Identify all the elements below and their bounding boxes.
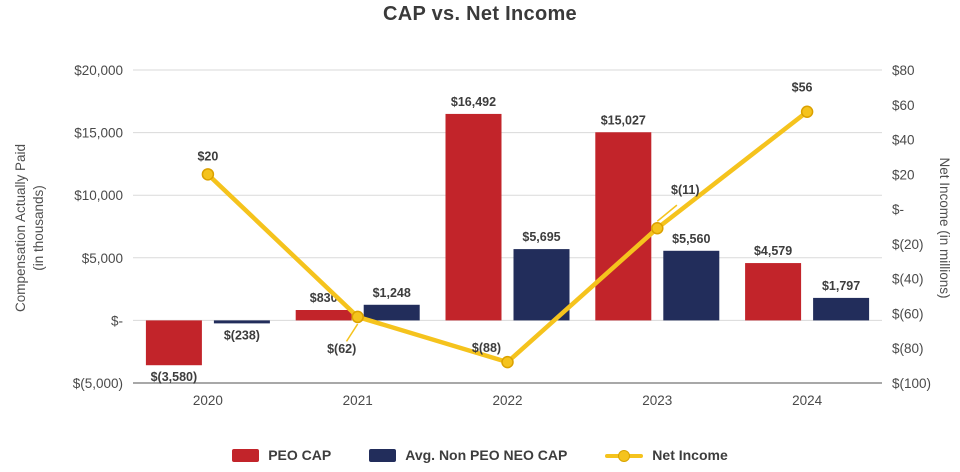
peo-cap-swatch xyxy=(232,448,260,462)
right-axis-title: Net Income (in millions) xyxy=(937,157,953,299)
x-axis-label: 2021 xyxy=(343,393,373,408)
non-peo-neo-cap-swatch xyxy=(369,448,397,462)
label-leader-line xyxy=(656,204,678,222)
net-income-marker-2022 xyxy=(501,355,514,369)
net-income-marker-2021 xyxy=(351,310,364,324)
right-axis-tick-label: $(80) xyxy=(892,341,924,356)
bar-value-label: $(3,580) xyxy=(151,370,198,384)
right-axis-tick-label: $60 xyxy=(892,98,915,113)
bar-value-label: $1,797 xyxy=(822,279,860,293)
net-income-value-label: $(11) xyxy=(671,183,700,197)
left-axis-tick-label: $(5,000) xyxy=(73,376,123,391)
bar-non-peo-neo-cap-2021 xyxy=(363,304,420,321)
left-axis-tick-label: $15,000 xyxy=(74,126,123,141)
bar-peo-cap-2023 xyxy=(595,132,652,321)
net-income-value-label: $20 xyxy=(197,149,218,163)
net-income-marker-2020 xyxy=(201,168,215,181)
x-axis-label: 2022 xyxy=(492,393,522,408)
x-axis-label: 2024 xyxy=(792,393,823,408)
left-axis-tick-label: $10,000 xyxy=(74,188,123,203)
chart-title: CAP vs. Net Income xyxy=(383,3,577,25)
net-income-swatch xyxy=(605,449,644,462)
legend-item-peo-cap: PEO CAP xyxy=(232,447,331,463)
bar-peo-cap-2024 xyxy=(745,263,802,321)
bar-value-label: $4,579 xyxy=(754,244,792,258)
net-income-marker-swatch xyxy=(618,449,631,462)
right-axis-tick-label: $(60) xyxy=(892,306,924,321)
right-axis-tick-label: $20 xyxy=(892,167,915,182)
legend-item-net-income: Net Income xyxy=(605,447,728,463)
bar-peo-cap-2021 xyxy=(295,310,352,321)
net-income-legend-label: Net Income xyxy=(652,447,728,463)
bar-non-peo-neo-cap-2020 xyxy=(213,320,270,324)
non-peo-neo-cap-legend-label: Avg. Non PEO NEO CAP xyxy=(405,447,568,463)
left-axis-tick-label: $20,000 xyxy=(74,63,123,78)
bar-peo-cap-2020 xyxy=(145,320,202,366)
net-income-value-label: $(62) xyxy=(327,342,356,356)
net-income-line xyxy=(205,109,810,365)
right-axis-tick-label: $40 xyxy=(892,133,915,148)
bar-value-label: $16,492 xyxy=(451,95,496,109)
right-axis-tick-label: $(40) xyxy=(892,272,924,287)
left-axis-tick-label: $5,000 xyxy=(82,251,123,266)
label-leader-line xyxy=(345,323,359,342)
right-axis-tick-label: $80 xyxy=(892,63,915,78)
plot-area: $20,000 $15,000 $10,000 $5,000 $- $(5,000) $80… xyxy=(73,63,931,408)
bar-value-label: $15,027 xyxy=(601,113,646,127)
bar-value-label: $1,248 xyxy=(373,286,411,300)
left-axis-tick-label: $- xyxy=(111,313,123,328)
net-income-value-label: $(88) xyxy=(472,341,501,355)
legend: PEO CAP Avg. Non PEO NEO CAP Net Income xyxy=(0,447,960,463)
right-axis-tick-label: $(100) xyxy=(892,376,931,391)
x-axis-label: 2023 xyxy=(642,393,672,408)
net-income-marker-2024 xyxy=(800,105,814,118)
net-income-value-label: $56 xyxy=(792,81,813,95)
bar-non-peo-neo-cap-2023 xyxy=(663,250,720,321)
bar-peo-cap-2022 xyxy=(445,113,502,321)
bar-value-label: $5,695 xyxy=(522,230,560,244)
bar-value-label: $5,560 xyxy=(672,232,710,246)
x-axis-label: 2020 xyxy=(193,393,223,408)
bar-value-label: $(238) xyxy=(224,328,260,342)
right-axis-tick-label: $- xyxy=(892,202,904,217)
bar-non-peo-neo-cap-2022 xyxy=(513,249,570,321)
legend-item-non-peo-neo-cap: Avg. Non PEO NEO CAP xyxy=(369,447,567,463)
net-income-marker-2023 xyxy=(651,221,664,235)
peo-cap-legend-label: PEO CAP xyxy=(268,447,332,463)
bar-value-label: $830 xyxy=(310,291,338,305)
right-axis-tick-label: $(20) xyxy=(892,237,924,252)
bar-non-peo-neo-cap-2024 xyxy=(813,297,870,321)
